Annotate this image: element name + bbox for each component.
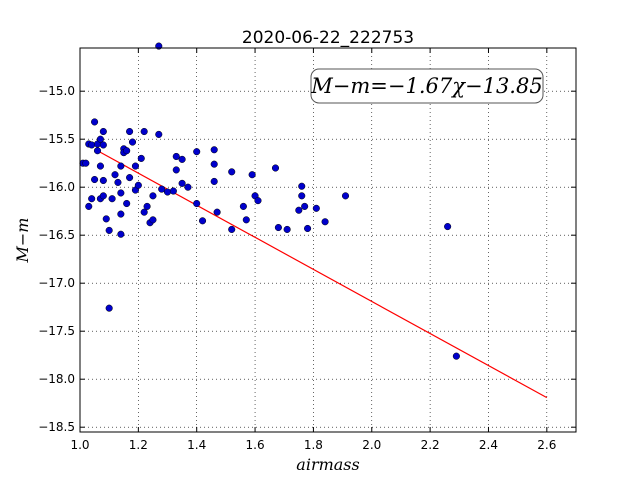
y-axis-label: M−m — [13, 218, 32, 264]
data-point — [117, 189, 125, 197]
data-points — [79, 42, 460, 360]
data-point — [169, 187, 177, 195]
data-point — [228, 168, 236, 176]
data-point — [131, 162, 139, 170]
data-point — [210, 160, 218, 168]
y-tick-label: −15.0 — [38, 84, 75, 98]
data-point — [108, 195, 116, 203]
x-tick-label: 2.6 — [537, 438, 556, 452]
x-tick-label: 1.6 — [246, 438, 265, 452]
data-point — [149, 192, 157, 200]
axis-ticks: 1.0 1.2 1.4 1.6 1.8 2.0 2.2 2.4 2.6 −15.0 −15.5 −16… — [38, 48, 576, 452]
data-point — [172, 152, 180, 161]
data-point — [96, 135, 104, 143]
x-tick-label: 1.2 — [129, 438, 148, 452]
data-point — [304, 224, 312, 233]
y-tick-label: −18.5 — [38, 420, 75, 434]
x-axis-label: airmass — [296, 455, 359, 474]
data-point — [114, 178, 122, 186]
data-point — [99, 176, 107, 185]
data-point — [213, 208, 221, 216]
data-point — [155, 130, 163, 138]
data-point — [242, 216, 250, 224]
data-point — [91, 118, 99, 126]
data-point — [248, 171, 256, 179]
data-point — [128, 138, 137, 146]
data-point — [117, 230, 125, 238]
data-point — [99, 141, 107, 149]
data-point — [178, 155, 186, 163]
data-point — [96, 162, 104, 170]
data-point — [193, 199, 201, 208]
data-point — [298, 182, 306, 190]
data-point — [254, 197, 262, 205]
x-tick-label: 2.2 — [421, 438, 440, 452]
data-point — [105, 226, 113, 234]
data-point — [271, 164, 280, 172]
data-point — [158, 185, 166, 193]
y-tick-label: −18.0 — [38, 372, 75, 386]
x-tick-label: 1.8 — [304, 438, 323, 452]
fit-equation: M−m=−1.67χ−13.85 — [310, 74, 542, 98]
x-tick-label: 2.0 — [362, 438, 381, 452]
plot-area — [80, 48, 576, 432]
data-point — [193, 148, 201, 156]
chart-title: 2020-06-22_222753 — [242, 28, 414, 48]
y-tick-label: −15.5 — [38, 132, 75, 146]
data-point — [184, 183, 192, 191]
data-point — [123, 199, 131, 208]
data-point — [99, 127, 107, 136]
y-tick-label: −17.0 — [38, 276, 75, 290]
data-point — [134, 181, 142, 189]
data-point — [149, 216, 157, 224]
data-point — [137, 154, 145, 162]
data-point — [126, 127, 134, 136]
data-point — [123, 147, 131, 155]
data-point — [312, 204, 320, 212]
data-point — [444, 223, 452, 231]
data-point — [105, 304, 113, 312]
data-point — [163, 188, 172, 196]
data-point — [102, 215, 110, 223]
data-point — [239, 202, 247, 210]
data-point — [91, 175, 99, 184]
data-point — [99, 192, 107, 200]
data-point — [172, 166, 180, 174]
data-point — [452, 352, 460, 360]
data-point — [341, 192, 350, 200]
data-point — [93, 147, 102, 155]
data-point — [117, 162, 125, 170]
data-point — [126, 174, 134, 182]
data-point — [82, 159, 90, 167]
data-point — [140, 127, 148, 136]
x-tick-label: 2.4 — [479, 438, 498, 452]
data-point — [88, 141, 96, 149]
data-point — [295, 206, 303, 214]
data-point — [210, 177, 218, 185]
annotation-frame — [310, 68, 544, 104]
data-point — [321, 218, 329, 226]
data-point — [301, 202, 309, 210]
x-tick-label: 1.4 — [187, 438, 206, 452]
data-point — [298, 192, 306, 200]
plot-frame — [79, 47, 577, 433]
data-point — [274, 223, 282, 232]
data-point — [111, 171, 119, 179]
data-point — [283, 225, 291, 233]
y-tick-label: −16.5 — [38, 228, 75, 242]
x-tick-label: 1.0 — [70, 438, 89, 452]
y-tick-label: −17.5 — [38, 324, 75, 338]
data-point — [117, 210, 125, 218]
data-point — [140, 208, 148, 216]
data-point — [228, 225, 236, 233]
data-point — [143, 202, 151, 210]
data-point — [88, 195, 96, 203]
y-tick-label: −16.0 — [38, 180, 75, 194]
data-point — [210, 146, 218, 154]
data-point — [198, 217, 207, 225]
data-point — [178, 179, 186, 187]
annotation-box: M−m=−1.67χ−13.85 — [310, 68, 544, 104]
data-point — [85, 202, 93, 210]
